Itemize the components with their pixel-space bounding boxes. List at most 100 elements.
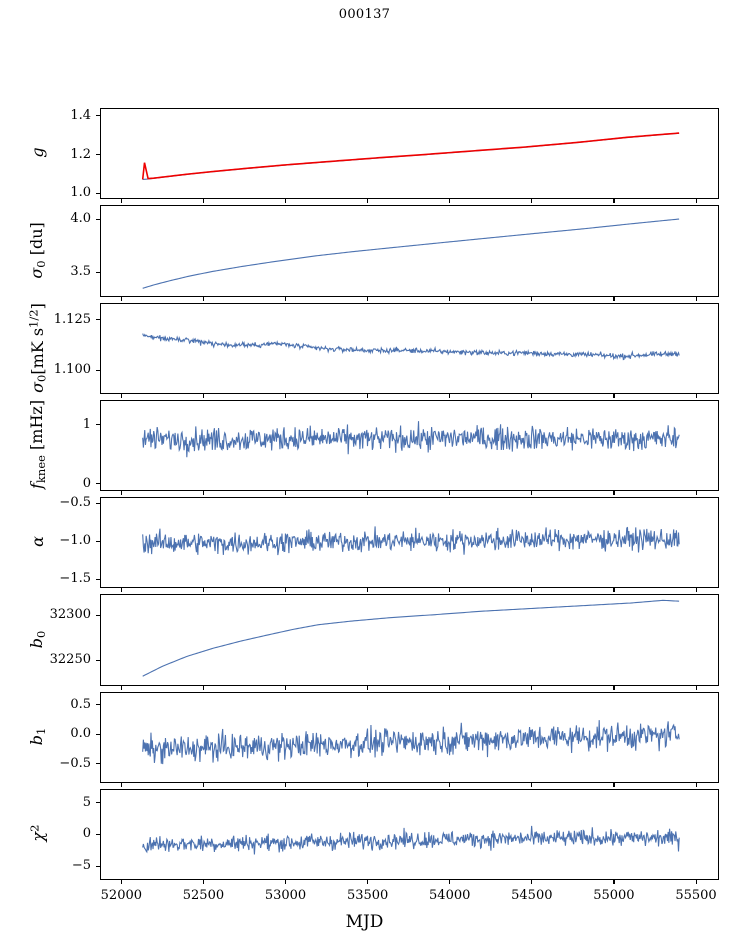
y-tick-label: 1.4 <box>70 107 91 123</box>
y-tick-mark <box>96 659 100 661</box>
x-tick-mark <box>531 491 533 495</box>
x-tick-mark <box>531 782 533 787</box>
y-tick-mark <box>96 218 100 220</box>
panel-data-trace <box>100 789 719 880</box>
x-tick-mark <box>531 296 533 301</box>
y-tick-label: 0.5 <box>70 696 91 712</box>
x-tick-mark <box>367 393 369 398</box>
panel-data-trace <box>100 303 719 394</box>
x-tick-mark <box>613 393 615 398</box>
y-tick-mark <box>96 192 100 195</box>
x-tick-mark <box>285 685 287 690</box>
x-tick-mark <box>695 296 697 301</box>
x-tick-mark <box>613 296 615 301</box>
x-tick-mark <box>285 491 287 495</box>
x-tick-mark <box>449 685 451 690</box>
x-tick-mark <box>695 491 697 495</box>
x-tick-mark <box>613 685 615 690</box>
x-tick-mark <box>120 880 122 884</box>
x-tick-label: 55000 <box>593 888 635 903</box>
panel-data-trace <box>100 108 719 199</box>
x-tick-mark <box>285 199 287 204</box>
y-tick-label: 1.0 <box>70 185 91 201</box>
x-tick-mark <box>449 393 451 398</box>
y-axis-label-chi2: χ2 <box>27 824 49 842</box>
plot-panel-sigma0-mk <box>96 302 719 398</box>
x-tick-mark <box>202 199 205 204</box>
x-tick-mark <box>367 296 369 301</box>
y-tick-mark <box>96 271 100 273</box>
y-tick-label: 1.2 <box>70 146 91 162</box>
x-tick-label: 55500 <box>675 888 717 903</box>
series-f-knee <box>143 421 680 457</box>
x-tick-mark <box>531 199 533 204</box>
x-tick-mark <box>202 296 205 301</box>
x-tick-mark <box>613 588 615 593</box>
y-tick-mark <box>96 483 100 485</box>
figure-title: 000137 <box>338 7 391 22</box>
x-tick-mark <box>285 782 287 787</box>
y-tick-label: 1 <box>82 416 91 432</box>
x-tick-mark <box>285 588 287 593</box>
y-tick-label: 32300 <box>49 607 91 623</box>
x-tick-mark <box>449 296 451 301</box>
x-tick-mark <box>613 491 615 495</box>
x-tick-mark <box>120 685 122 690</box>
y-tick-label: −0.5 <box>59 755 91 771</box>
x-tick-mark <box>613 199 615 204</box>
series-alpha <box>143 526 680 555</box>
plot-panel-sigma0-du <box>96 205 719 301</box>
x-tick-mark <box>120 393 122 398</box>
x-tick-mark <box>449 782 451 787</box>
x-tick-mark <box>285 296 287 301</box>
x-tick-mark <box>367 199 369 204</box>
y-tick-mark <box>96 154 100 156</box>
x-tick-mark <box>695 393 697 398</box>
series-sigma0-du <box>143 219 679 288</box>
y-tick-mark <box>96 115 100 117</box>
x-tick-mark <box>285 393 287 398</box>
y-tick-label: 0.0 <box>70 726 91 742</box>
x-tick-mark <box>120 296 122 301</box>
x-tick-mark <box>120 782 122 787</box>
y-tick-label: −5 <box>71 858 91 874</box>
y-tick-mark <box>96 704 100 706</box>
y-tick-mark <box>96 614 100 616</box>
x-tick-mark <box>449 588 451 593</box>
y-tick-label: −0.5 <box>59 495 91 511</box>
y-tick-mark <box>96 763 100 765</box>
x-tick-mark <box>202 491 205 495</box>
x-tick-mark <box>285 880 287 884</box>
y-tick-label: −1.0 <box>59 533 91 549</box>
panel-data-trace <box>100 692 719 783</box>
x-axis-label: MJD <box>345 912 384 932</box>
x-tick-mark <box>202 393 205 398</box>
series-b1 <box>143 720 680 764</box>
y-tick-mark <box>96 802 100 804</box>
panel-data-trace <box>100 497 719 588</box>
x-tick-mark <box>695 685 697 690</box>
series-gain-smoothed <box>143 133 679 179</box>
y-tick-label: 3.5 <box>70 264 91 280</box>
x-tick-label: 54000 <box>429 888 471 903</box>
plot-panel-alpha <box>96 497 719 593</box>
x-tick-mark <box>202 782 205 787</box>
x-tick-mark <box>202 685 205 690</box>
series-chi2 <box>143 826 680 854</box>
x-tick-mark <box>695 199 697 204</box>
x-tick-label: 52000 <box>100 888 143 903</box>
x-tick-mark <box>531 685 533 690</box>
x-tick-mark <box>449 880 451 884</box>
y-tick-mark <box>96 502 100 504</box>
y-tick-label: 5 <box>82 794 91 810</box>
x-tick-mark <box>367 491 369 495</box>
y-tick-mark <box>96 833 100 835</box>
x-tick-mark <box>367 685 369 690</box>
panel-data-trace <box>100 400 719 491</box>
x-tick-mark <box>613 782 615 787</box>
x-tick-mark <box>367 588 369 593</box>
panel-data-trace <box>100 594 719 685</box>
y-tick-label: 4.0 <box>70 211 91 227</box>
x-tick-mark <box>449 199 451 204</box>
